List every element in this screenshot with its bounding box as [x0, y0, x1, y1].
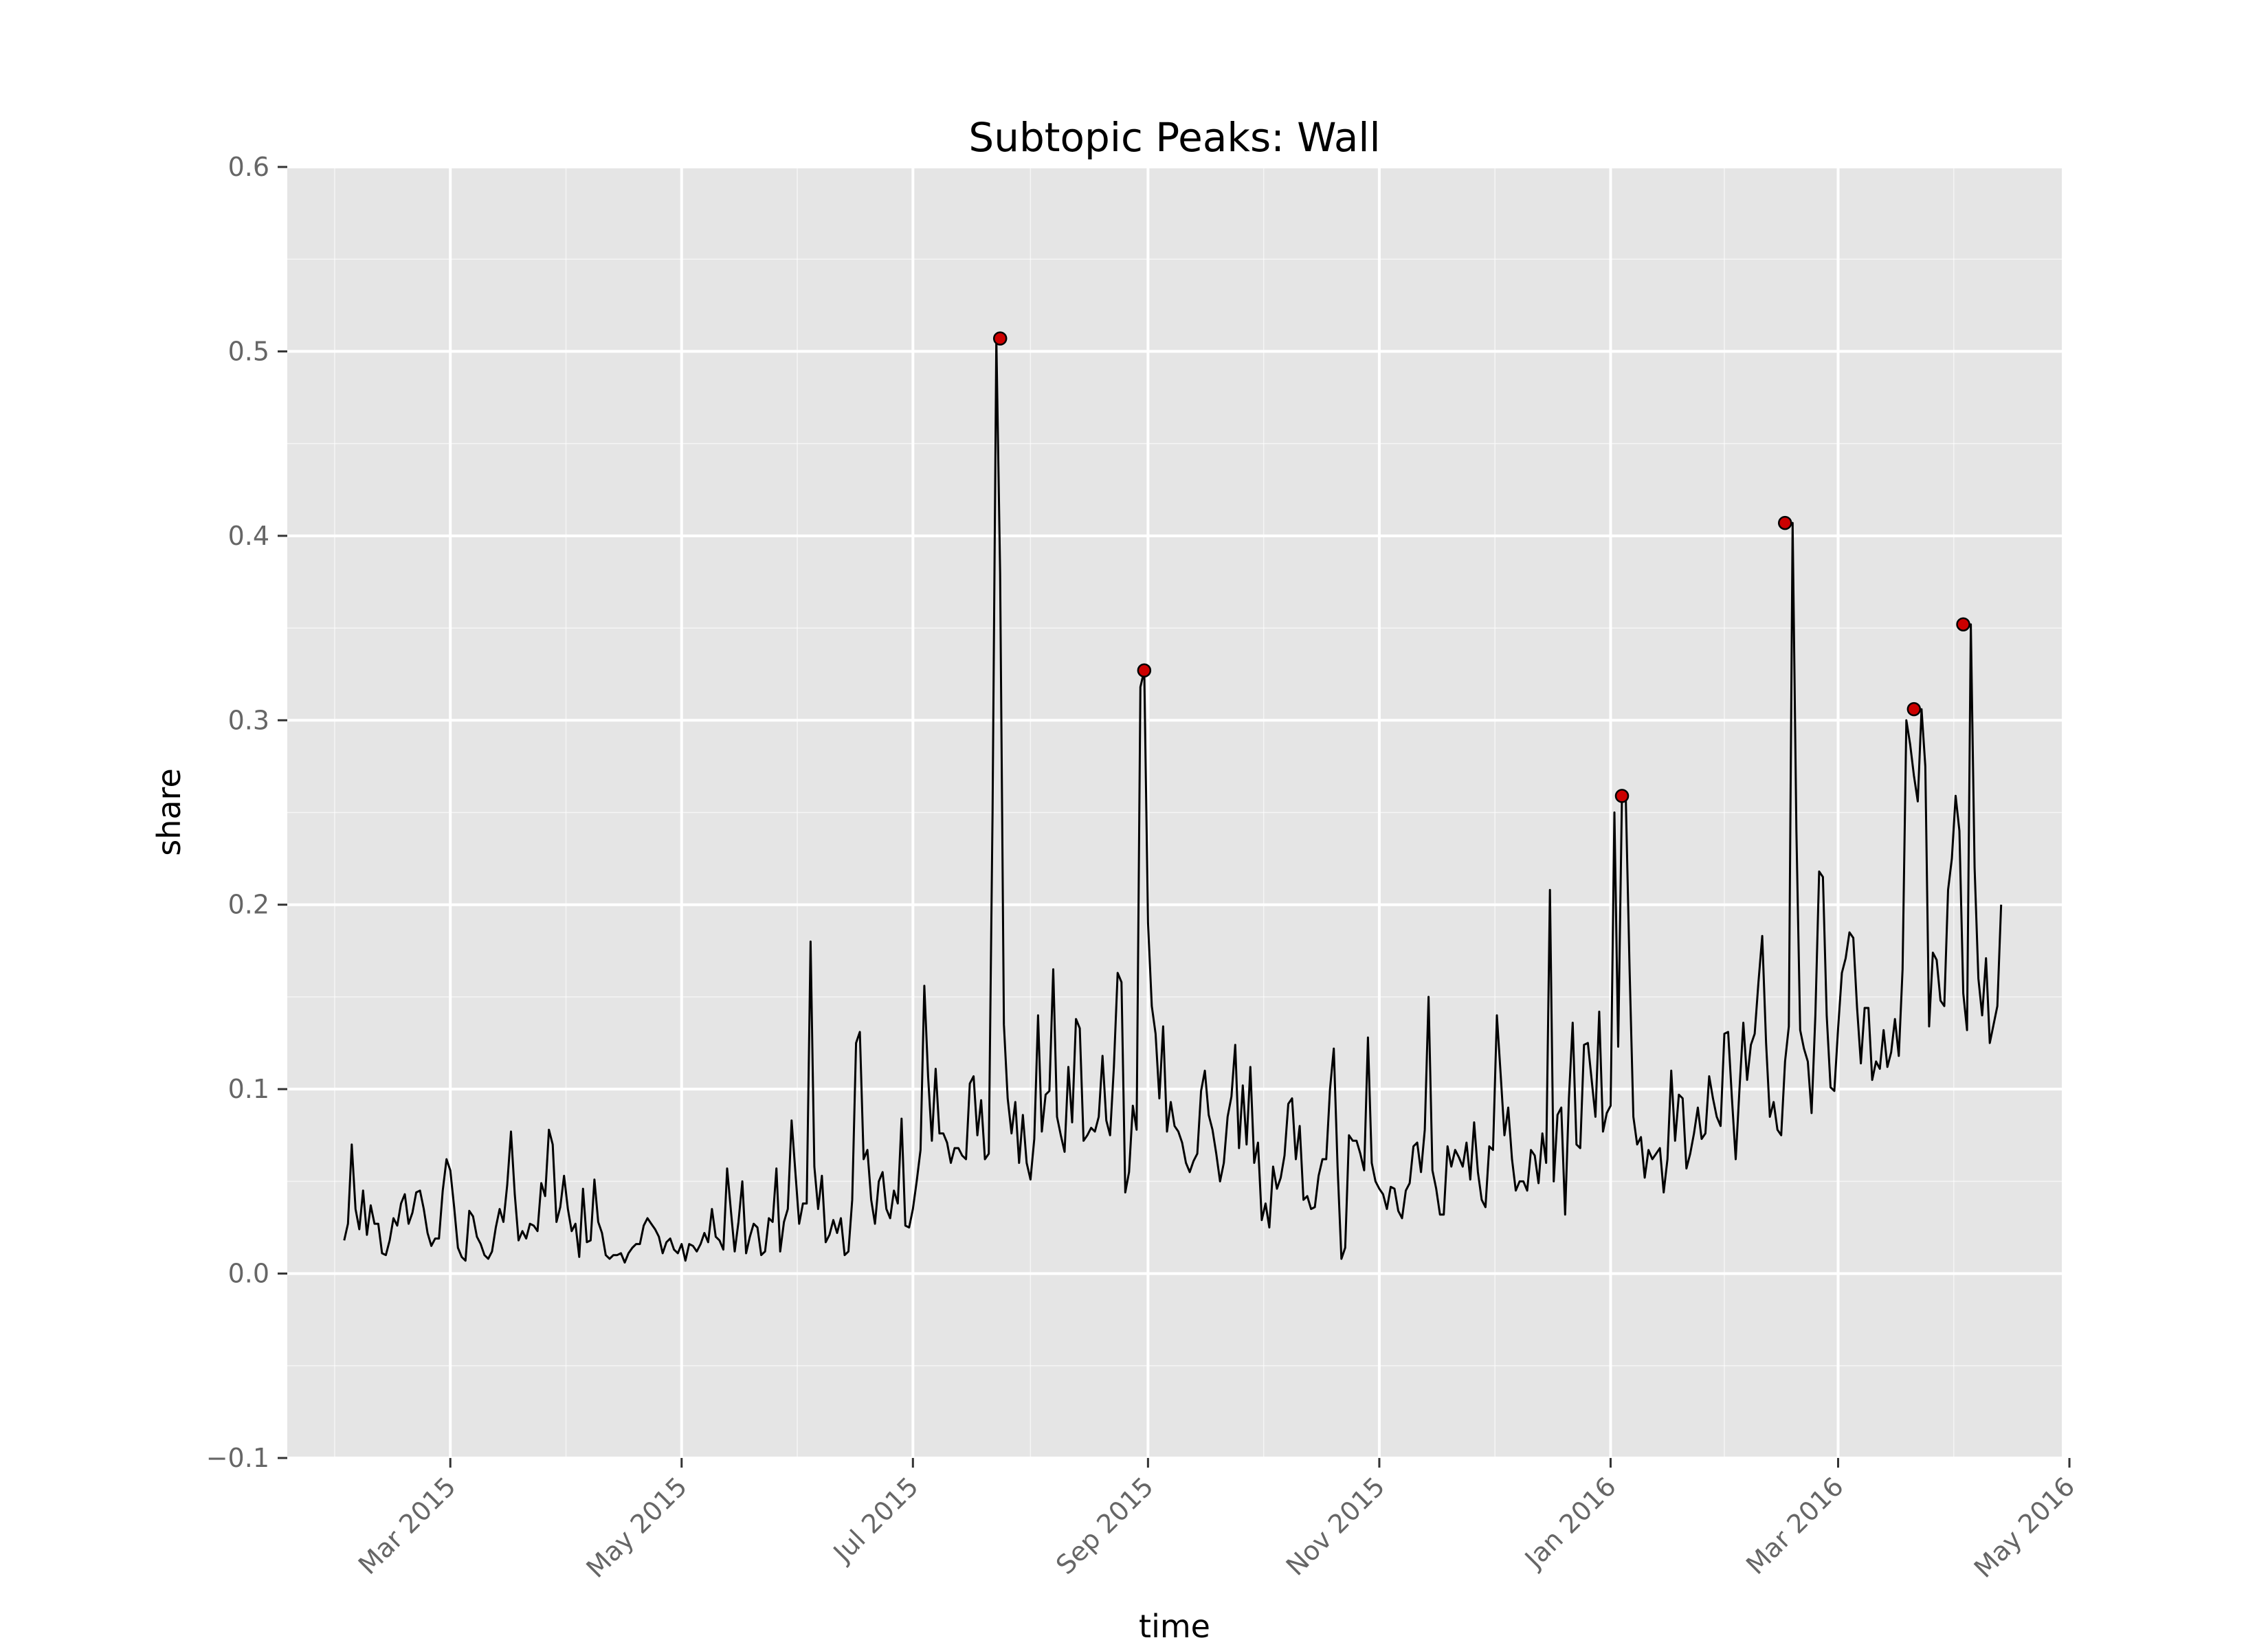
x-tick-label: Nov 2015: [1280, 1471, 1390, 1581]
x-axis-label: time: [1139, 1608, 1210, 1645]
y-tick-label: 0.0: [228, 1259, 269, 1289]
peak-marker: [992, 331, 1008, 346]
y-tick-label: 0.3: [228, 705, 269, 735]
major-gridlines: [287, 166, 2071, 1459]
minor-gridlines: [287, 167, 2062, 1458]
peak-marker: [1614, 789, 1630, 803]
y-tick-label: 0.4: [228, 521, 269, 551]
x-tick-label: Mar 2015: [353, 1471, 462, 1580]
peak-markers: [992, 331, 1970, 803]
chart-title: Subtopic Peaks: Wall: [968, 114, 1380, 161]
peak-marker: [1906, 702, 1922, 717]
y-tick-label: −0.1: [206, 1443, 269, 1473]
y-tick-label: 0.2: [228, 890, 269, 920]
y-tick-label: 0.6: [228, 152, 269, 182]
peak-marker: [1137, 663, 1152, 678]
x-tick-label: May 2016: [1968, 1471, 2081, 1584]
x-tick-label: May 2015: [581, 1471, 693, 1584]
y-tick-label: 0.5: [228, 336, 269, 366]
x-tick-label: Jan 2016: [1518, 1471, 1622, 1575]
peak-marker: [1778, 515, 1792, 530]
x-tick-label: Jul 2015: [827, 1471, 924, 1569]
peak-marker: [1956, 617, 1970, 631]
series-line: [343, 337, 2003, 1264]
y-tick-label: 0.1: [228, 1074, 269, 1104]
x-tick-label: Mar 2016: [1740, 1471, 1849, 1580]
y-axis-label: share: [151, 768, 188, 856]
x-tick-label: Sep 2015: [1050, 1471, 1159, 1580]
